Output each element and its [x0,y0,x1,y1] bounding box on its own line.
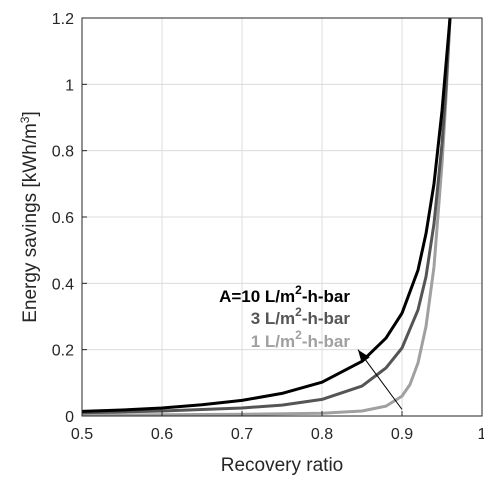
y-axis-label-sup: 3 [18,116,32,123]
series-label-a1-end: -h-bar [302,332,351,351]
x-tick-label: 0.8 [311,426,333,443]
grid-lines [81,17,483,417]
x-axis-label: Recovery ratio [221,455,344,476]
series-label-a10-main: A=10 L/m [219,287,295,306]
y-axis-label-main: Energy savings [kWh/m [20,123,41,323]
y-axis-label-close: ] [20,111,41,116]
y-tick-label: 0.4 [52,276,74,293]
series-label-a3-sup: 2 [295,305,302,319]
series-curve-2 [81,17,452,417]
x-axis-ticks: 0.5 0.6 0.7 0.8 0.9 1 [71,411,484,443]
series-label-a3-end: -h-bar [302,309,351,328]
series-label-a1-sup: 2 [295,328,302,342]
y-tick-label: 0.2 [52,343,74,360]
arrow-head [358,349,370,364]
series-curves [81,17,452,417]
series-label-a10-sup: 2 [295,283,302,297]
trend-arrow [357,349,403,410]
y-axis-label: Energy savings [kWh/m3] [18,111,41,323]
x-tick-label: 0.9 [391,426,413,443]
x-tick-label: 0.5 [71,426,93,443]
series-label-a10: A=10 L/m2-h-bar [219,283,350,306]
x-tick-label: 0.6 [151,426,173,443]
series-label-a1: 1 L/m2-h-bar [251,328,351,351]
series-label-a3-main: 3 L/m [251,309,295,328]
y-tick-label: 0.8 [52,144,74,161]
y-tick-label: 1.2 [52,11,74,28]
series-curve-0 [81,17,452,413]
series-label-a10-end: -h-bar [302,287,351,306]
series-label-a1-main: 1 L/m [251,332,295,351]
series-label-a3: 3 L/m2-h-bar [251,305,351,328]
y-tick-label: 1 [65,77,74,94]
x-tick-label: 1 [478,426,484,443]
y-tick-label: 0 [65,409,74,426]
y-axis-ticks: 0 0.2 0.4 0.6 0.8 1 1.2 [52,11,87,426]
series-curve-1 [81,17,452,415]
x-tick-label: 0.7 [231,426,253,443]
y-tick-label: 0.6 [52,210,74,227]
